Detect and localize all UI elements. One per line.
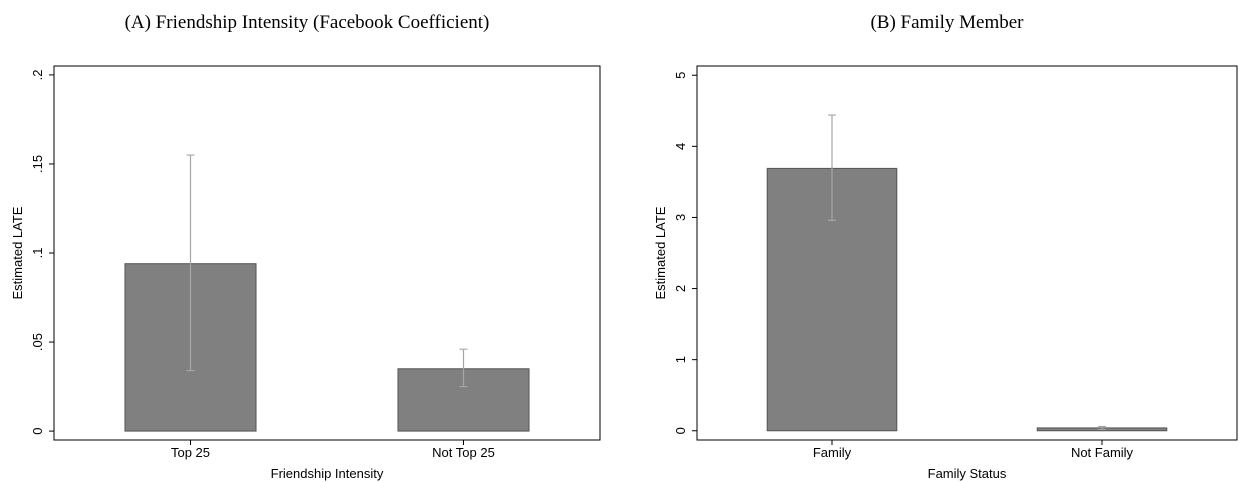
x-tick-label: Top 25 bbox=[171, 445, 210, 460]
y-tick-label: .1 bbox=[30, 248, 45, 259]
y-axis-label: Estimated LATE bbox=[653, 206, 668, 299]
error-bar bbox=[828, 114, 836, 221]
y-tick-label: 4 bbox=[673, 143, 688, 150]
error-bar bbox=[1098, 425, 1106, 430]
x-tick-label: Not Top 25 bbox=[432, 445, 495, 460]
y-axis-label: Estimated LATE bbox=[10, 206, 25, 299]
error-bar bbox=[459, 348, 468, 388]
error-bar bbox=[186, 154, 195, 372]
y-tick-label: .15 bbox=[30, 155, 45, 173]
y-tick-label: 1 bbox=[673, 356, 688, 363]
plot-frame bbox=[696, 65, 1238, 441]
x-axis-label: Family Status bbox=[928, 466, 1007, 481]
x-axis-label: Friendship Intensity bbox=[271, 466, 384, 481]
x-tick-label: Family bbox=[813, 445, 852, 460]
y-tick-label: 0 bbox=[673, 427, 688, 434]
y-tick-label: .2 bbox=[30, 69, 45, 80]
y-tick-label: 3 bbox=[673, 214, 688, 221]
y-tick-label: .05 bbox=[30, 333, 45, 351]
y-tick-label: 5 bbox=[673, 72, 688, 79]
x-tick-label: Not Family bbox=[1071, 445, 1134, 460]
chart-title: (A) Friendship Intensity (Facebook Coeff… bbox=[125, 12, 490, 33]
y-tick-label: 2 bbox=[673, 285, 688, 292]
y-tick-label: 0 bbox=[30, 427, 45, 434]
chart-title: (B) Family Member bbox=[870, 12, 1024, 33]
